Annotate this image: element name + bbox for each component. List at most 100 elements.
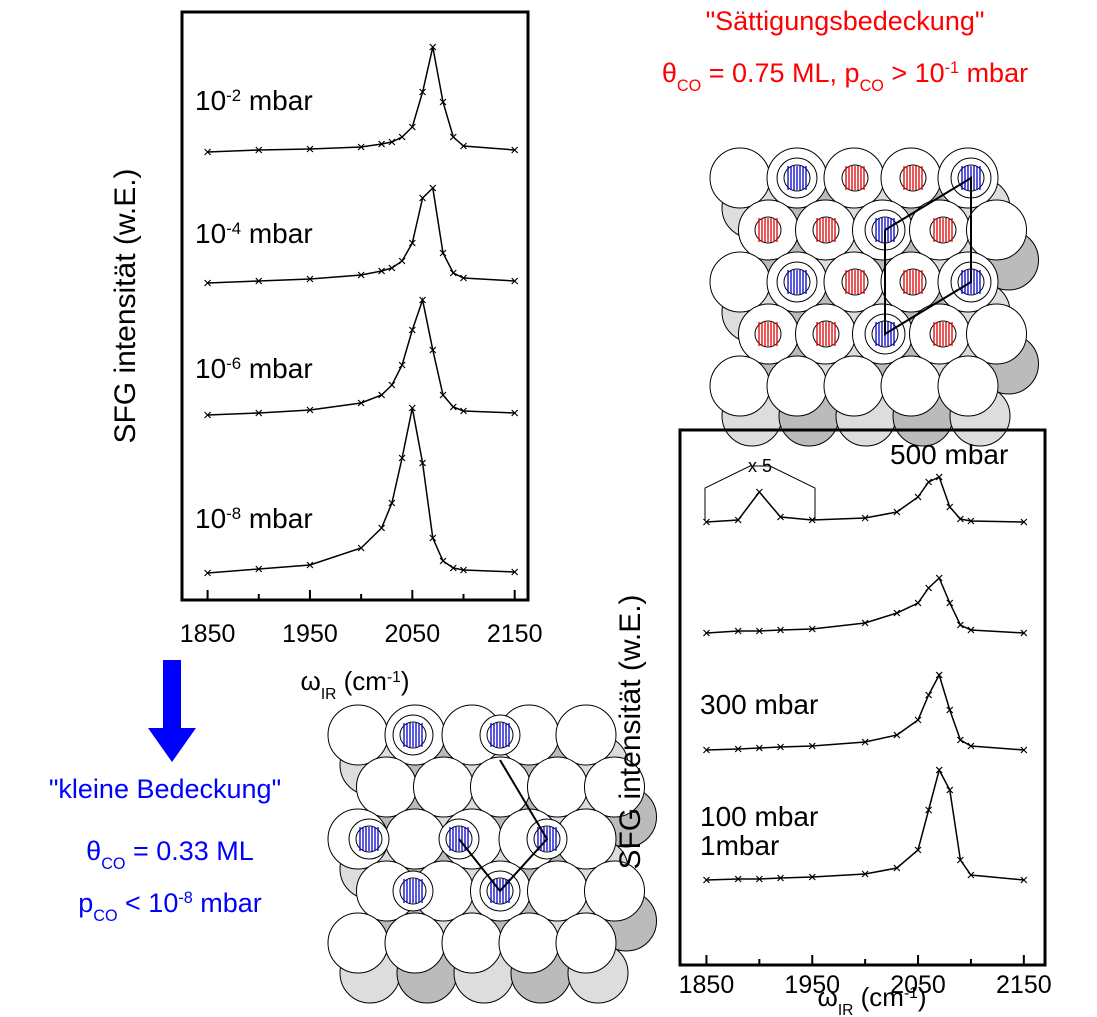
data-point	[861, 738, 869, 746]
text-part: )	[401, 666, 410, 696]
data-point	[449, 564, 457, 572]
text-part: 1mbar	[700, 830, 779, 861]
data-point	[398, 454, 406, 462]
data-point	[511, 277, 519, 285]
atom	[384, 808, 446, 870]
scale-bracket	[704, 465, 816, 520]
data-point	[734, 627, 742, 635]
data-point	[925, 478, 933, 486]
text-part: < 10	[118, 888, 179, 918]
data-point	[204, 279, 212, 287]
unit-cell	[884, 176, 972, 336]
data-point	[419, 459, 426, 467]
data-point	[861, 514, 869, 522]
scale-annotation: x 5	[748, 456, 772, 476]
text-part: ω	[301, 666, 321, 696]
text-part: -8	[178, 889, 192, 907]
data-point	[914, 716, 922, 724]
text-part: 300 mbar	[700, 689, 818, 720]
text-part: CO	[677, 77, 701, 95]
data-point	[460, 407, 467, 415]
data-point	[755, 627, 763, 635]
data-point	[511, 568, 519, 576]
data-point	[914, 493, 922, 501]
data-point	[419, 296, 426, 304]
data-point	[935, 671, 943, 679]
atom	[966, 199, 1027, 261]
text-part: ω	[818, 982, 838, 1012]
text-part: -6	[226, 354, 241, 373]
data-point	[255, 409, 263, 417]
saturation-title: "Sättigungsbedeckung"	[706, 6, 985, 36]
data-point	[449, 403, 457, 411]
data-point	[755, 744, 763, 752]
data-point	[255, 565, 263, 573]
data-point	[1020, 629, 1028, 637]
data-point	[914, 846, 922, 854]
data-point	[946, 706, 954, 714]
x-tick-label: 1850	[679, 971, 735, 999]
data-point	[449, 269, 457, 277]
x-axis-label: ωIR (cm-1)	[301, 666, 410, 703]
plot-frame	[678, 428, 1047, 967]
data-point	[755, 875, 763, 883]
text-part: = 0.33 ML	[125, 836, 253, 866]
data-point	[703, 518, 710, 526]
atom	[441, 912, 503, 974]
data-point	[1020, 518, 1028, 526]
data-point	[439, 391, 447, 399]
data-point	[703, 876, 710, 884]
atom	[966, 303, 1027, 365]
data-point	[956, 621, 964, 629]
series-label: 10-4 mbar	[195, 218, 313, 249]
atom	[823, 355, 885, 417]
data-point	[306, 561, 314, 569]
data-point	[357, 271, 365, 279]
data-point	[398, 361, 406, 369]
atom	[356, 756, 417, 818]
data-point	[808, 742, 816, 750]
data-point	[378, 267, 386, 275]
atom	[470, 756, 531, 818]
data-point	[460, 274, 467, 282]
x-tick-label: 2150	[487, 620, 543, 648]
text-part: mbar	[959, 58, 1028, 88]
data-point	[935, 473, 943, 481]
atom	[527, 756, 588, 818]
text-part: IR	[838, 1002, 854, 1017]
text-part: 100 mbar	[700, 801, 818, 832]
x-tick-label: 1850	[180, 620, 236, 648]
text-part: -1	[945, 59, 959, 77]
data-point	[967, 626, 975, 634]
data-point	[755, 488, 763, 496]
data-point	[429, 346, 437, 354]
data-point	[808, 516, 816, 524]
text-part: = 0.75 ML, p	[701, 58, 859, 88]
atom	[527, 860, 588, 922]
data-point	[398, 257, 406, 265]
data-point	[306, 145, 314, 153]
atom	[327, 912, 389, 974]
data-point	[861, 619, 869, 627]
data-point	[306, 275, 314, 283]
text-part: > 10	[884, 58, 945, 88]
data-point	[378, 391, 386, 399]
atom	[709, 251, 771, 313]
data-point	[925, 691, 933, 699]
x-tick-label: 2150	[996, 971, 1052, 999]
data-point	[808, 873, 816, 881]
data-point	[967, 742, 975, 750]
data-point	[914, 599, 922, 607]
data-point	[511, 409, 519, 417]
data-point	[204, 569, 212, 577]
atom	[384, 912, 446, 974]
atom	[498, 912, 560, 974]
data-point	[460, 566, 467, 574]
text-part: IR	[321, 686, 337, 703]
atom	[555, 912, 617, 974]
data-point	[734, 516, 742, 524]
data-point	[734, 875, 742, 883]
atom	[584, 756, 645, 818]
data-point	[703, 746, 710, 754]
